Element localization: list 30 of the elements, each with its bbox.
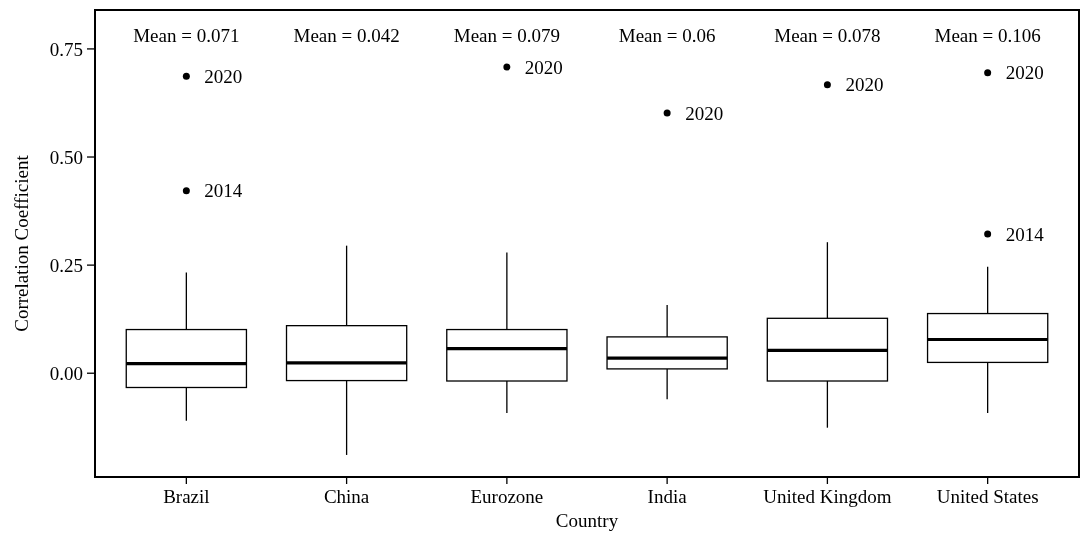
x-tick-label: Eurozone (470, 486, 544, 507)
y-tick-label: 0.75 (49, 38, 83, 60)
x-tick-label: United Kingdom (763, 486, 892, 507)
annotation: 2014 (1005, 223, 1045, 245)
x-axis-title: Country (555, 510, 619, 531)
annotation: 2020 (524, 56, 563, 78)
x-tick-label: China (323, 486, 370, 507)
annotation: Mean = 0.071 (133, 25, 240, 46)
y-tick-label: 0.00 (49, 362, 83, 384)
point (984, 69, 992, 77)
annotation: Mean = 0.042 (293, 25, 400, 46)
annotation: 2020 (1005, 62, 1044, 84)
point (663, 109, 671, 117)
y-axis-title: Correlation Coefficient (11, 154, 32, 332)
annotation: 2020 (204, 65, 243, 87)
annotation: Mean = 0.078 (774, 25, 881, 46)
point (182, 72, 190, 80)
x-tick-label: India (647, 486, 688, 507)
point (503, 63, 511, 71)
x-tick-label: United States (936, 486, 1039, 507)
y-tick-label: 0.25 (49, 254, 83, 276)
annotation: 2020 (845, 74, 884, 96)
annotation: Mean = 0.079 (453, 25, 560, 46)
annotation: Mean = 0.06 (618, 25, 716, 46)
x-tick-label: Brazil (163, 486, 210, 507)
annotation: 2020 (685, 102, 724, 124)
annotation: Mean = 0.106 (934, 25, 1041, 46)
point (823, 81, 831, 89)
y-tick-label: 0.50 (49, 146, 83, 168)
annotation: 2014 (204, 180, 243, 202)
